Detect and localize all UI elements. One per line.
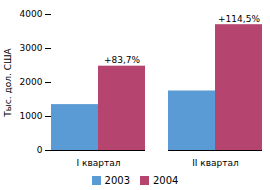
svg-text:3000: 3000 xyxy=(20,43,43,53)
html-text:2004: 2004 xyxy=(153,174,179,186)
svg-text:II квартал: II квартал xyxy=(192,158,239,168)
svg-text:+114,5%: +114,5% xyxy=(218,14,260,24)
svg-text:Тыс. дол. США: Тыс. дол. США xyxy=(3,47,13,117)
svg-text:I квартал: I квартал xyxy=(77,158,121,168)
svg-text:1000: 1000 xyxy=(20,111,43,121)
svg-text:2000: 2000 xyxy=(20,77,43,87)
svg-text:0: 0 xyxy=(37,145,43,155)
html-text:2003: 2003 xyxy=(104,174,130,186)
svg-text:4000: 4000 xyxy=(20,9,43,19)
svg-text:+83,7%: +83,7% xyxy=(104,55,141,65)
